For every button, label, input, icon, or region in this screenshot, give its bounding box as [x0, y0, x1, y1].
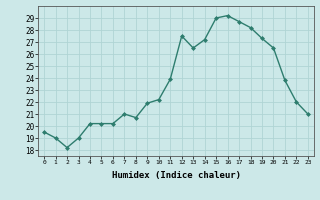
X-axis label: Humidex (Indice chaleur): Humidex (Indice chaleur)	[111, 171, 241, 180]
